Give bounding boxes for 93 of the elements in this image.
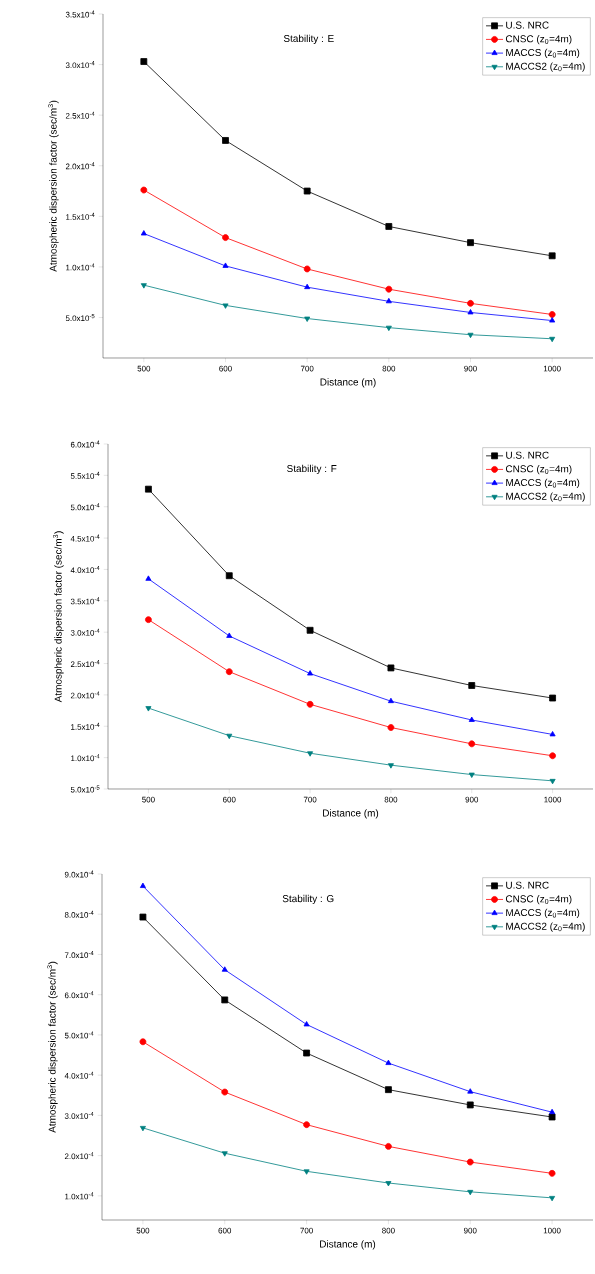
point xyxy=(548,1113,556,1121)
point xyxy=(221,1151,228,1157)
point xyxy=(549,694,556,702)
point xyxy=(385,1181,392,1187)
point xyxy=(467,1088,474,1094)
point xyxy=(303,1169,310,1175)
y-axis-title: Atmospheric dispersion factor (sec/m$^{3}$) xyxy=(47,961,58,1133)
point xyxy=(385,297,392,304)
point xyxy=(548,311,556,318)
point xyxy=(221,1088,229,1096)
legend-label: MACCS2 (z$_{0}$=4m) xyxy=(506,922,585,932)
point xyxy=(385,325,392,332)
point xyxy=(303,1021,310,1027)
point xyxy=(549,1195,556,1202)
point xyxy=(307,670,314,676)
point xyxy=(140,186,148,194)
point xyxy=(468,716,475,722)
point xyxy=(385,1142,392,1150)
point xyxy=(387,724,395,731)
point xyxy=(548,1169,556,1177)
point xyxy=(303,1121,310,1129)
y-axis-title: Atmospheric dispersion factor (sec/m$^{3}$) xyxy=(48,100,59,272)
point xyxy=(548,252,556,260)
point xyxy=(303,187,311,195)
point xyxy=(387,664,395,672)
point xyxy=(139,1038,147,1046)
point xyxy=(385,223,393,230)
point xyxy=(468,772,475,778)
point xyxy=(225,572,233,580)
point xyxy=(467,1189,474,1196)
point xyxy=(140,230,147,236)
legend-label: MACCS2 (z$_{0}$=4m) xyxy=(506,492,585,502)
annotation: Stability : G xyxy=(282,894,334,905)
legend-label: CNSC (z$_{0}$=4m) xyxy=(505,895,572,905)
point xyxy=(145,706,152,712)
annotation: Stability : E xyxy=(283,34,334,44)
point xyxy=(549,317,556,323)
point xyxy=(306,626,314,634)
point xyxy=(385,1059,392,1065)
x-axis-title: Distance (m) xyxy=(320,378,376,388)
point xyxy=(145,616,152,624)
point xyxy=(222,137,229,144)
legend-label: CNSC (z$_{0}$=4m) xyxy=(505,465,572,475)
point xyxy=(467,309,474,315)
legend-label: MACCS (z$_{0}$=4m) xyxy=(506,48,580,59)
point xyxy=(226,733,233,740)
point xyxy=(145,485,152,493)
point xyxy=(139,1125,146,1132)
point xyxy=(387,697,394,704)
x-axis-title: Distance (m) xyxy=(323,809,379,819)
point xyxy=(303,265,311,273)
point xyxy=(304,283,311,290)
legend-label: U.S. NRC xyxy=(506,881,549,889)
legend-label: MACCS2 (z$_{0}$=4m) xyxy=(506,62,585,72)
point xyxy=(140,283,147,289)
legend-label: MACCS (z$_{0}$=4m) xyxy=(506,908,580,919)
point xyxy=(549,336,556,343)
legend-label: MACCS (z$_{0}$=4m) xyxy=(506,478,580,489)
point xyxy=(307,751,314,757)
point xyxy=(387,763,394,769)
point xyxy=(222,303,229,309)
x-axis-title: Distance (m) xyxy=(320,1240,376,1250)
point xyxy=(468,740,476,748)
point xyxy=(303,1049,310,1057)
point xyxy=(468,682,476,689)
point xyxy=(304,316,311,322)
point xyxy=(145,575,152,581)
point xyxy=(139,882,146,888)
point xyxy=(140,58,148,65)
legend-label: U.S. NRC xyxy=(506,21,549,29)
point xyxy=(467,332,474,339)
point xyxy=(385,285,393,293)
point xyxy=(226,632,233,638)
point xyxy=(139,913,147,921)
point xyxy=(549,731,556,737)
point xyxy=(306,700,314,708)
y-axis-title: Atmospheric dispersion factor (sec/m$^{3}$) xyxy=(53,531,64,703)
point xyxy=(221,966,228,972)
legend-label: U.S. NRC xyxy=(506,451,549,459)
point xyxy=(221,996,229,1004)
point xyxy=(549,1108,556,1115)
annotation: Stability : F xyxy=(287,464,337,475)
point xyxy=(385,1086,392,1094)
point xyxy=(549,752,556,760)
point xyxy=(466,1101,474,1109)
point xyxy=(467,239,474,247)
point xyxy=(222,234,229,241)
point xyxy=(225,668,233,676)
legend-label: CNSC (z$_{0}$=4m) xyxy=(505,35,572,45)
point xyxy=(549,778,556,785)
point xyxy=(222,262,229,268)
point xyxy=(466,1158,474,1166)
point xyxy=(467,299,474,307)
